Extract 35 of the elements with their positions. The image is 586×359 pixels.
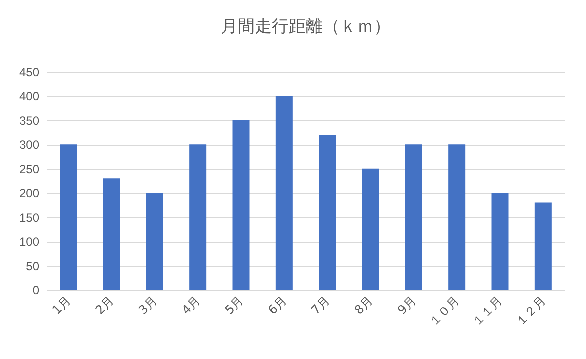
x-tick-label: 5月 [222, 294, 246, 318]
x-tick-label: 3月 [136, 294, 160, 318]
bar [276, 96, 293, 290]
bar [103, 178, 120, 290]
y-tick-label: 400 [19, 90, 40, 104]
bar [492, 193, 509, 290]
x-tick-label: 1月 [50, 294, 74, 318]
y-tick-label: 150 [19, 210, 40, 225]
x-tick-label: 9月 [395, 294, 419, 318]
y-tick-label: 200 [19, 186, 40, 201]
bar [362, 168, 380, 290]
y-tick-label: 250 [19, 162, 40, 176]
bar [405, 144, 422, 290]
bar [60, 144, 78, 290]
x-tick-label: １２月 [513, 294, 548, 329]
bar [448, 144, 466, 290]
bar [146, 193, 164, 290]
bar [534, 202, 552, 290]
x-tick-label: 7月 [308, 294, 333, 318]
x-tick-label: １１月 [470, 294, 506, 329]
x-tick-label: １０月 [426, 294, 462, 329]
y-tick-label: 100 [19, 235, 40, 250]
bar [319, 134, 336, 290]
y-tick-label: 350 [19, 114, 40, 128]
x-tick-label: 4月 [179, 294, 204, 318]
x-tick-label: 2月 [92, 294, 117, 318]
bar [232, 120, 250, 290]
x-tick-label: 6月 [266, 294, 290, 318]
y-tick-label: 450 [19, 66, 40, 80]
bar [190, 144, 207, 290]
y-tick-label: 300 [19, 138, 40, 152]
chart-title: 月間走行距離（ｋｍ） [221, 17, 391, 37]
x-tick-label: 8月 [352, 294, 376, 318]
y-tick-label: 0 [32, 284, 40, 298]
y-tick-label: 50 [26, 259, 40, 274]
